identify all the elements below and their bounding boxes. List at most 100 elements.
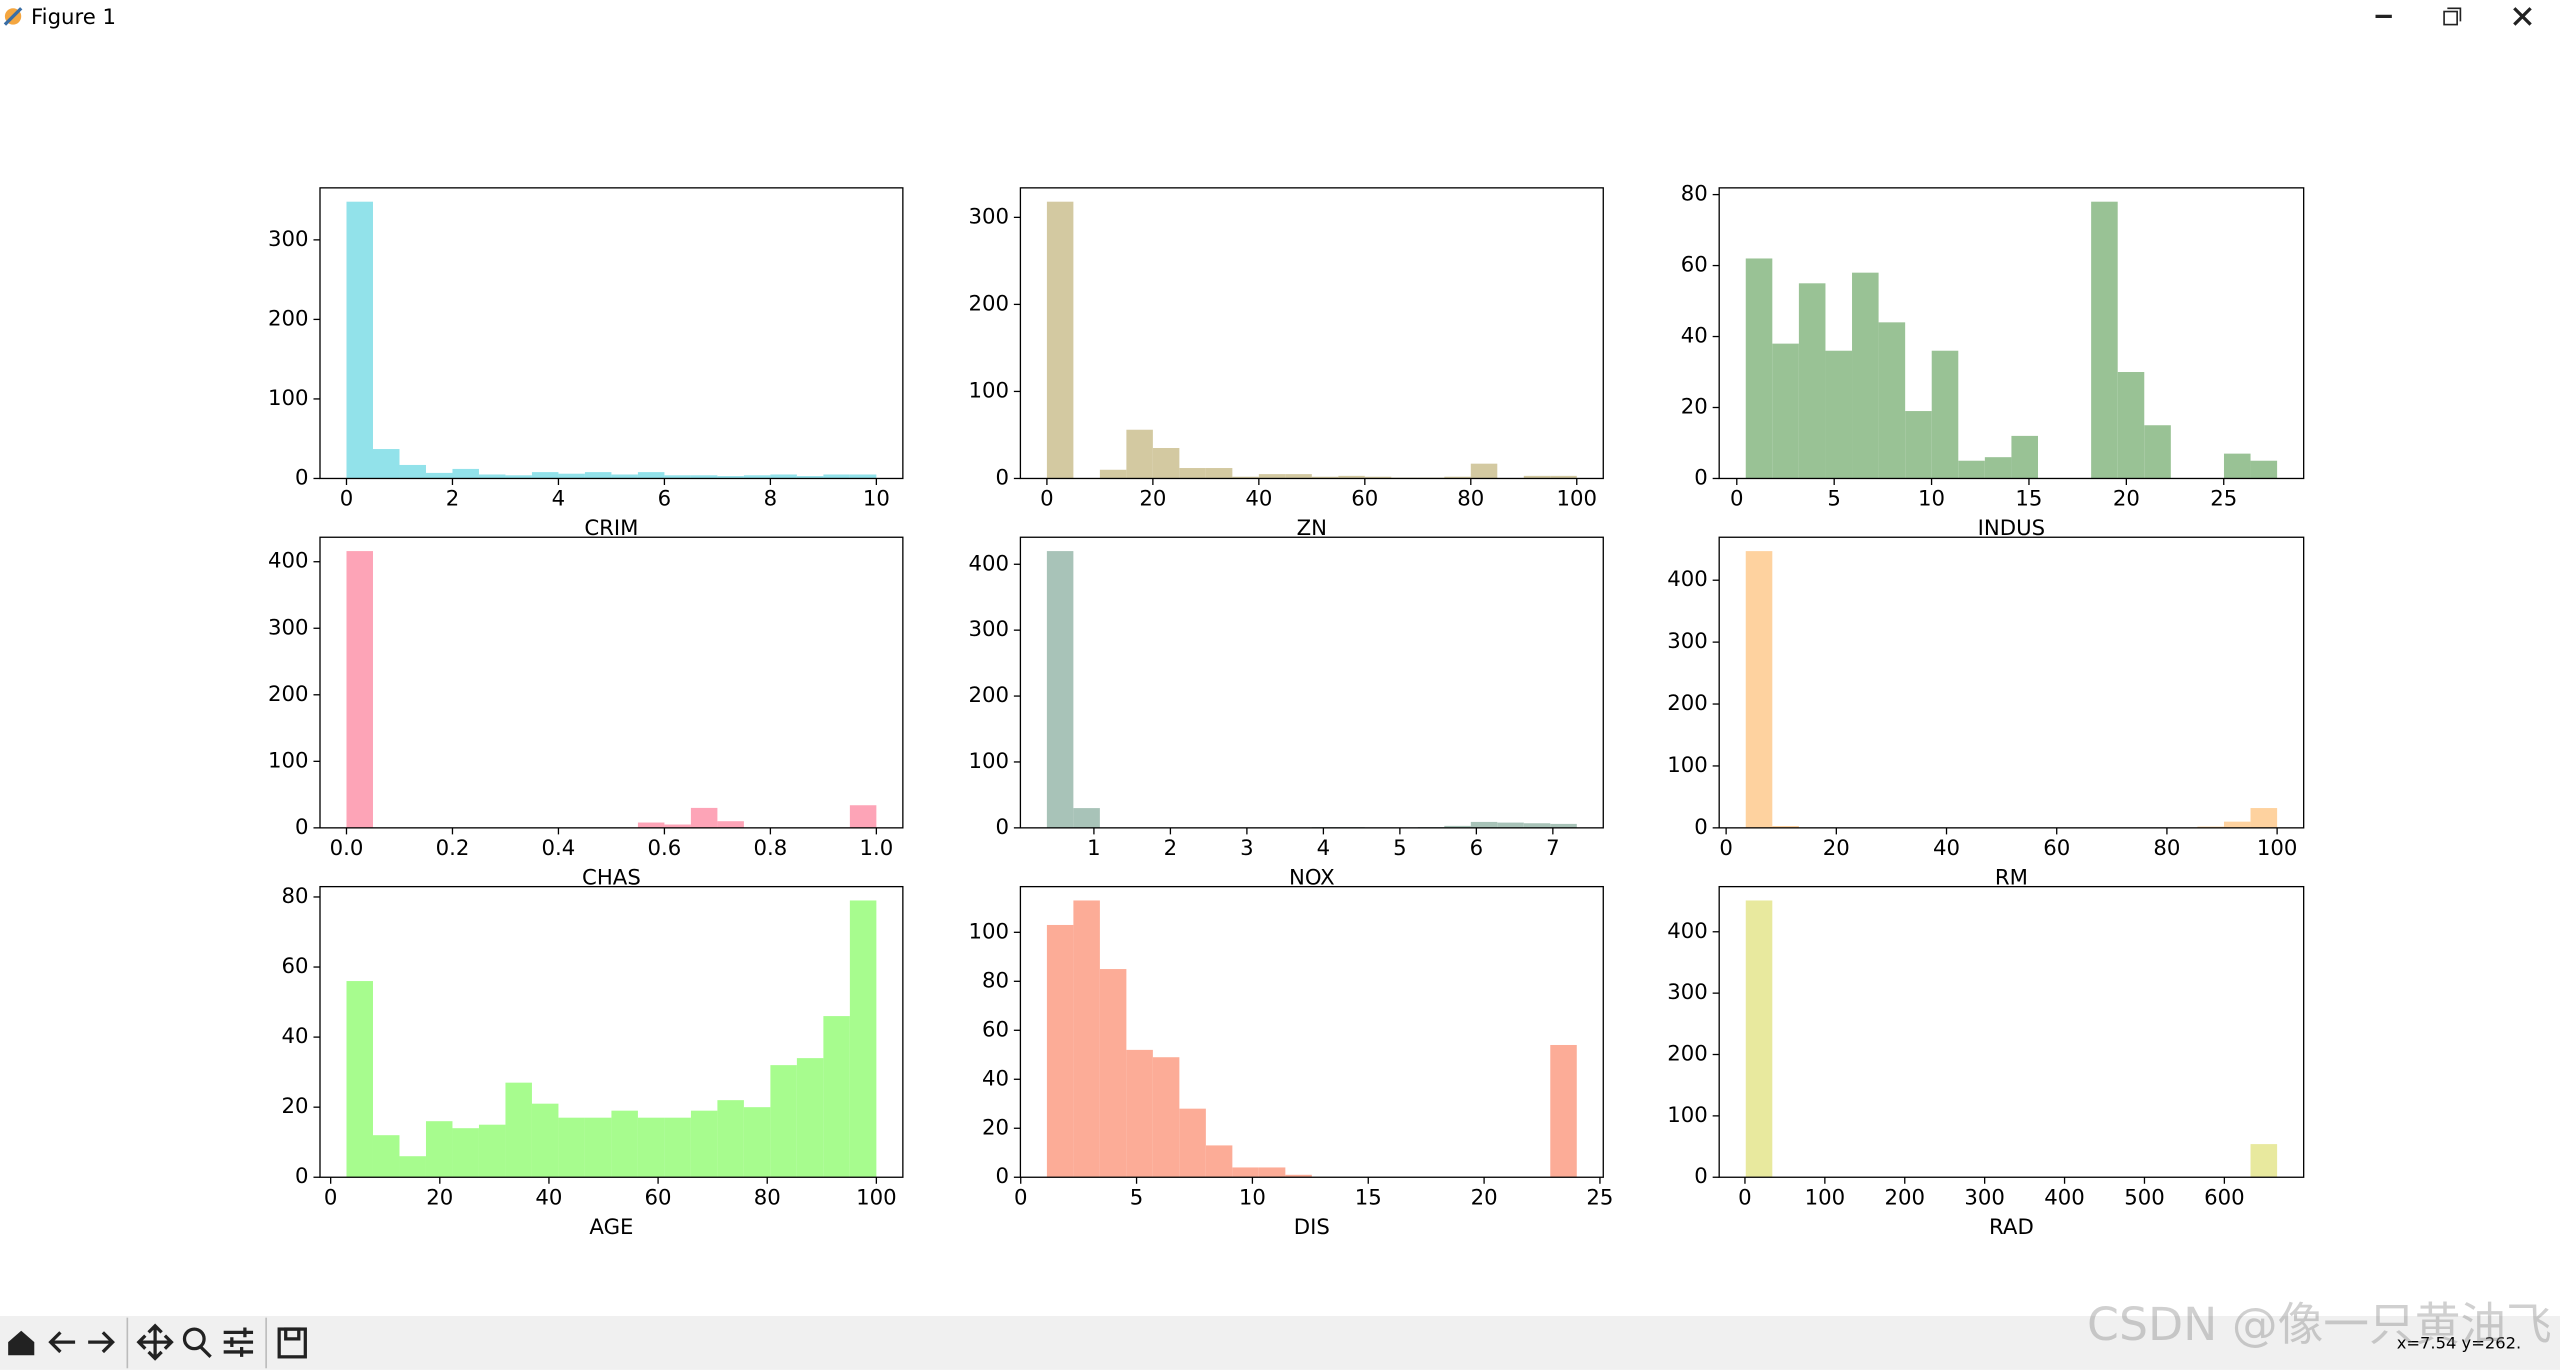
x-tick-label: 0.6 <box>648 836 682 861</box>
y-tick-label: 300 <box>268 227 309 252</box>
y-tick-label: 100 <box>268 386 309 411</box>
x-tick-label: 100 <box>2257 836 2298 861</box>
configure-button[interactable] <box>223 1327 254 1357</box>
histogram-bar <box>425 1121 453 1178</box>
home-button[interactable] <box>8 1330 35 1356</box>
x-tick-label: 0 <box>324 1185 338 1210</box>
y-tick-label: 400 <box>968 551 1009 576</box>
x-tick-label: 2 <box>446 487 460 512</box>
histogram-bar <box>372 1135 400 1178</box>
axes-background <box>320 537 903 828</box>
y-tick-label: 0 <box>995 815 1009 840</box>
histogram-bar <box>1285 474 1312 479</box>
x-tick-label: 300 <box>1964 1185 2005 1210</box>
histogram-bar <box>717 476 744 479</box>
axes-background <box>320 187 903 479</box>
y-tick-label: 400 <box>1667 567 1708 592</box>
x-tick-label: 10 <box>1239 1185 1266 1210</box>
histogram-bar <box>1497 822 1524 828</box>
y-tick-label: 100 <box>968 378 1009 403</box>
close-button[interactable] <box>2513 7 2532 26</box>
histogram-bar <box>637 822 665 828</box>
histogram-bar <box>796 476 824 479</box>
y-tick-label: 40 <box>282 1024 309 1049</box>
x-tick-label: 80 <box>2153 836 2180 861</box>
axes-frame <box>319 536 904 829</box>
x-tick-label: 0 <box>1719 836 1733 861</box>
pan-button[interactable] <box>136 1323 174 1361</box>
axes-background <box>1020 537 1604 828</box>
axes-frame <box>319 187 904 480</box>
histogram-bar <box>849 805 877 828</box>
histogram-bar <box>1852 272 1879 479</box>
x-tick-label: 15 <box>1355 1185 1382 1210</box>
axes-frame <box>1718 536 2305 829</box>
x-tick-label: 0.4 <box>542 836 576 861</box>
histogram-bar <box>2250 1144 2278 1178</box>
x-tick-label: 15 <box>2015 487 2042 512</box>
histogram-bar <box>346 551 373 828</box>
y-tick-label: 300 <box>968 617 1009 642</box>
x-tick-label: 3 <box>1240 836 1254 861</box>
x-tick-label: 7 <box>1546 836 1560 861</box>
y-tick-label: 200 <box>968 683 1009 708</box>
histogram-bar <box>1444 476 1471 479</box>
app-icon <box>3 7 23 26</box>
axes-frame <box>1019 885 1604 1178</box>
x-tick-label: 5 <box>1827 487 1841 512</box>
forward-button[interactable] <box>88 1331 115 1354</box>
y-tick-label: 20 <box>1681 395 1708 420</box>
x-tick-label: 6 <box>658 487 672 512</box>
histogram-bar <box>1905 411 1932 479</box>
back-button[interactable] <box>48 1331 76 1354</box>
y-tick-label: 40 <box>982 1066 1009 1091</box>
histogram-bar <box>1046 201 1074 479</box>
x-tick-label: 40 <box>535 1185 562 1210</box>
histogram-bar <box>399 464 426 479</box>
save-button[interactable] <box>277 1327 307 1359</box>
x-tick-label: 600 <box>2204 1185 2245 1210</box>
y-tick-label: 100 <box>1667 753 1708 778</box>
histogram-bar <box>1958 460 1985 479</box>
y-tick-label: 0 <box>295 1164 309 1189</box>
histogram-bar <box>849 474 877 479</box>
histogram-bar <box>690 807 718 828</box>
y-tick-label: 200 <box>1667 691 1708 716</box>
y-tick-label: 100 <box>968 749 1009 774</box>
histogram-bar <box>1550 1044 1577 1178</box>
histogram-bar <box>2117 372 2145 479</box>
zoom-button[interactable] <box>182 1327 212 1358</box>
histogram-bar <box>1099 469 1127 479</box>
histogram-bar <box>1073 900 1100 1178</box>
histogram-bar <box>1984 457 2012 479</box>
window-title: Figure 1 <box>31 5 116 30</box>
histogram-bar <box>664 1117 691 1178</box>
histogram-bar <box>1126 429 1153 479</box>
histogram-bar <box>690 475 718 479</box>
x-tick-label: 0.2 <box>436 836 470 861</box>
histogram-bar <box>1470 821 1498 828</box>
y-tick-label: 300 <box>1667 980 1708 1005</box>
histogram-bar <box>2223 453 2251 479</box>
histogram-bar <box>399 1156 426 1178</box>
restore-button[interactable] <box>2443 7 2462 26</box>
histogram-bar <box>531 1103 559 1178</box>
x-tick-label: 0 <box>340 487 354 512</box>
axes-background <box>1020 187 1604 479</box>
histogram-bar <box>717 821 744 828</box>
histogram-bar <box>611 1110 638 1178</box>
y-tick-label: 0 <box>995 1164 1009 1189</box>
histogram-bar <box>664 475 691 479</box>
y-tick-label: 100 <box>1667 1103 1708 1128</box>
x-tick-label: 25 <box>1586 1185 1613 1210</box>
histogram-bar <box>611 474 638 479</box>
histogram-bar <box>584 1117 612 1178</box>
histogram-bar <box>505 475 532 479</box>
histogram-bar <box>558 1117 585 1178</box>
histogram-bar <box>743 1107 771 1178</box>
histogram-bar <box>717 1100 744 1178</box>
x-tick-label: 1.0 <box>859 836 893 861</box>
x-tick-label: 400 <box>2044 1185 2085 1210</box>
y-tick-label: 80 <box>1681 182 1708 207</box>
